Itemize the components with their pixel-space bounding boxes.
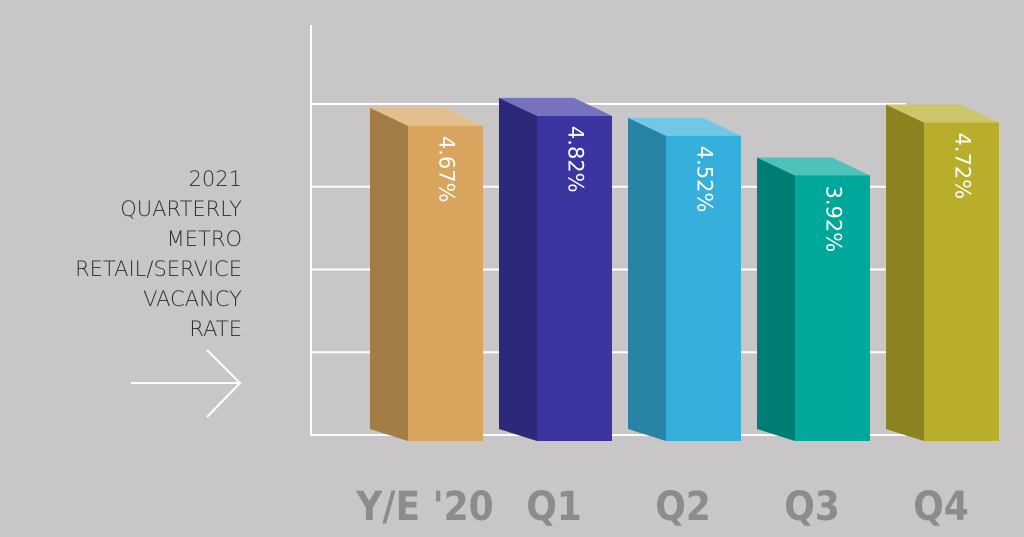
title-line: METRO (167, 227, 242, 251)
bar-top (757, 157, 870, 176)
bar: 3.92% (757, 157, 870, 441)
bar: 4.67% (370, 107, 483, 441)
value-label: 4.72% (951, 133, 975, 200)
value-label: 3.92% (822, 185, 846, 252)
bar-front (795, 175, 870, 441)
bar-top (886, 104, 999, 123)
bar-front (537, 115, 612, 441)
value-label: 4.82% (564, 126, 588, 193)
value-label: 4.67% (435, 136, 459, 203)
title-line: QUARTERLY (120, 197, 242, 221)
bars: 4.67% 4.82% 4.52% 3.92% 4.72% (370, 97, 999, 441)
bar-side (499, 97, 537, 441)
bar-side (628, 117, 666, 441)
x-tick-label: Q1 (526, 484, 582, 530)
bar-front (408, 125, 483, 441)
bar-top (628, 117, 741, 136)
x-tick-label: Q4 (913, 484, 969, 530)
x-tick-label: Q3 (784, 484, 840, 530)
bar-front (666, 135, 741, 441)
arrow (131, 349, 242, 418)
bar-top (370, 107, 483, 126)
title-line: 2021 (189, 167, 242, 191)
x-tick-label: Y/E '20 (355, 484, 493, 530)
x-tick-label: Q2 (655, 484, 711, 530)
bar-top (499, 97, 612, 116)
bar-front (924, 122, 999, 441)
title-line: RATE (189, 317, 242, 341)
bar-side (757, 157, 795, 441)
bar: 4.52% (628, 117, 741, 441)
bar-side (886, 104, 924, 441)
bar: 4.82% (499, 97, 612, 441)
title-line: VACANCY (143, 287, 242, 311)
chart-title: 2021 QUARTERLY METRO RETAIL/SERVICE VACANCY R… (75, 167, 242, 341)
bar-side (370, 107, 408, 441)
value-label: 4.52% (693, 146, 717, 213)
x-axis-labels: Y/E '20 Q1 Q2 Q3 Q4 (355, 484, 969, 530)
title-line: RETAIL/SERVICE (75, 257, 242, 281)
bar: 4.72% (886, 104, 999, 441)
